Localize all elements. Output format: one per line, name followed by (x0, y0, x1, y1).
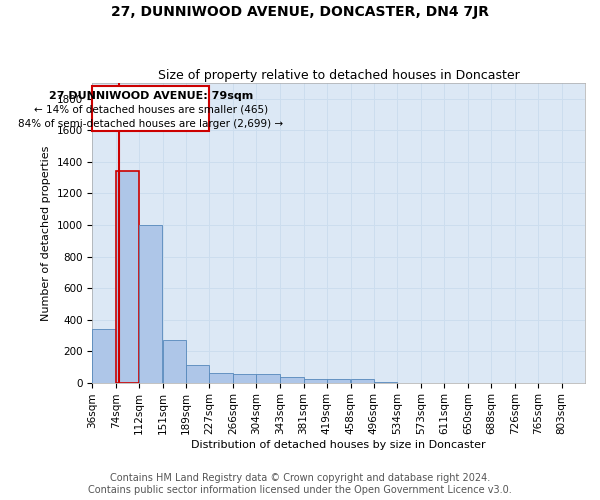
Text: 27, DUNNIWOOD AVENUE, DONCASTER, DN4 7JR: 27, DUNNIWOOD AVENUE, DONCASTER, DN4 7JR (111, 5, 489, 19)
Bar (163, 340, 186, 382)
Y-axis label: Number of detached properties: Number of detached properties (41, 145, 51, 320)
Bar (233, 374, 256, 382)
Bar (304, 378, 327, 382)
Bar (280, 377, 304, 382)
Text: ← 14% of detached houses are smaller (465): ← 14% of detached houses are smaller (46… (34, 105, 268, 115)
Bar (139, 225, 162, 382)
X-axis label: Distribution of detached houses by size in Doncaster: Distribution of detached houses by size … (191, 440, 486, 450)
Bar (92, 86, 209, 131)
Title: Size of property relative to detached houses in Doncaster: Size of property relative to detached ho… (158, 69, 520, 82)
Bar (116, 172, 139, 382)
Bar (209, 373, 233, 382)
Text: 27 DUNNIWOOD AVENUE: 79sqm: 27 DUNNIWOOD AVENUE: 79sqm (49, 91, 253, 101)
Bar (327, 380, 350, 382)
Bar (92, 329, 116, 382)
Bar (186, 366, 209, 382)
Text: 84% of semi-detached houses are larger (2,699) →: 84% of semi-detached houses are larger (… (18, 119, 283, 129)
Text: Contains HM Land Registry data © Crown copyright and database right 2024.
Contai: Contains HM Land Registry data © Crown c… (88, 474, 512, 495)
Bar (256, 374, 280, 382)
Bar (350, 380, 374, 382)
